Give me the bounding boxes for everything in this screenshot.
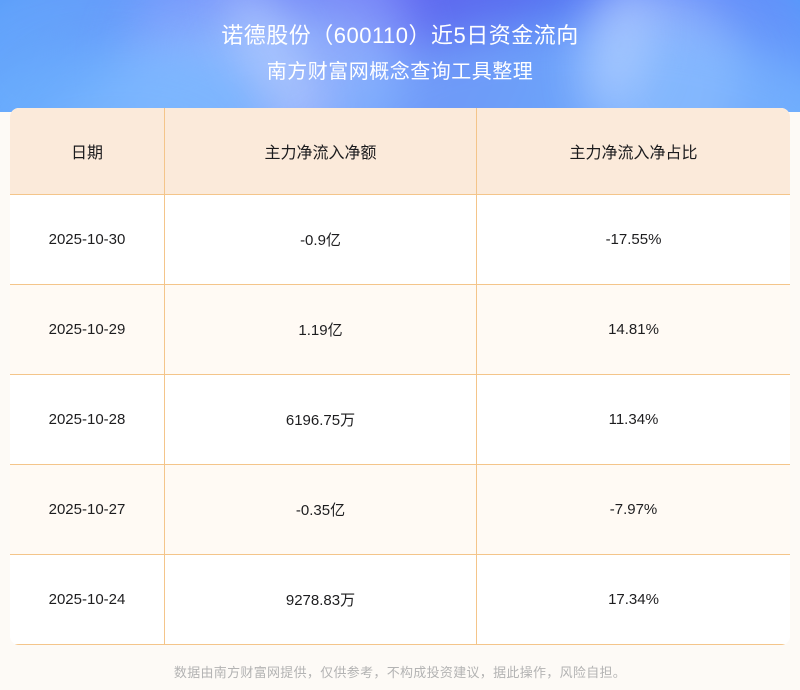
column-header-net-ratio: 主力净流入净占比 [569,145,698,162]
cell-date: 2025-10-30 [10,195,165,284]
column-header-date: 日期 [10,108,165,194]
page-subtitle: 南方财富网概念查询工具整理 [266,61,534,83]
table-row: 2025-10-28 6196.75万 11.34% [10,375,790,465]
table-header-row: 日期 主力净流入净额 主力净流入净占比 [10,108,790,195]
banner-title-group: 诺德股份（600110）近5日资金流向 南方财富网概念查询工具整理 [0,0,800,87]
cell-date: 2025-10-29 [10,285,165,374]
cell-net-ratio: -17.55% [605,231,662,248]
disclaimer-text: 数据由南方财富网提供，仅供参考，不构成投资建议，据此操作，风险自担。 [173,664,627,680]
table-row: 2025-10-24 9278.83万 17.34% [10,555,790,645]
cell-net-inflow: -0.35亿 [165,465,477,554]
fund-flow-table: 南方财富网 Southmoney.com 日期 主力净流入净额 主力净流入净占比… [10,108,790,645]
column-header-net-inflow: 主力净流入净额 [165,108,477,194]
table-row: 2025-10-27 -0.35亿 -7.97% [10,465,790,555]
cell-net-ratio: -7.97% [609,501,658,518]
cell-net-ratio: 14.81% [608,321,659,338]
table-row: 2025-10-29 1.19亿 14.81% [10,285,790,375]
cell-net-inflow: 6196.75万 [165,375,477,464]
page-banner: 诺德股份（600110）近5日资金流向 南方财富网概念查询工具整理 [0,0,800,112]
cell-net-ratio: 11.34% [608,411,659,428]
cell-net-inflow: -0.9亿 [165,195,477,284]
page-title: 诺德股份（600110）近5日资金流向 [221,23,579,48]
cell-net-inflow: 9278.83万 [165,555,477,644]
cell-net-ratio: 17.34% [608,591,659,608]
cell-date: 2025-10-27 [10,465,165,554]
cell-net-inflow: 1.19亿 [165,285,477,374]
cell-date: 2025-10-28 [10,375,165,464]
footer-disclaimer: 数据由南方财富网提供，仅供参考，不构成投资建议，据此操作，风险自担。 [0,652,800,690]
table-row: 2025-10-30 -0.9亿 -17.55% [10,195,790,285]
cell-date: 2025-10-24 [10,555,165,644]
